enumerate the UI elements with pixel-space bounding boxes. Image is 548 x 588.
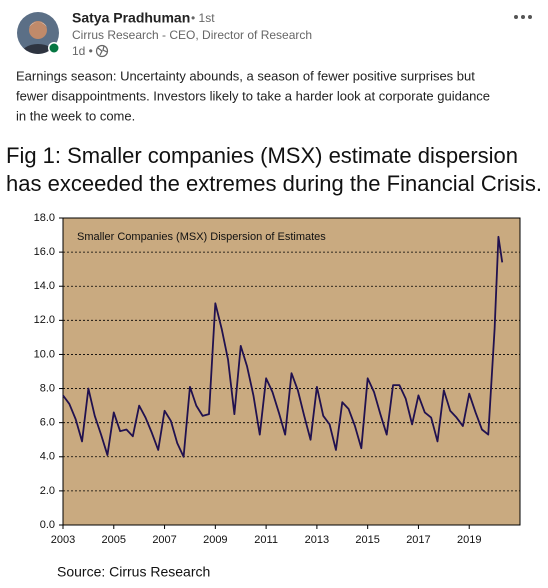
- x-tick-label: 2019: [457, 534, 481, 546]
- figure-caption: has exceeded the extremes during the Fin…: [6, 171, 542, 196]
- x-tick-label: 2015: [355, 534, 379, 546]
- source-note: Source: Cirrus Research: [57, 564, 210, 580]
- x-tick-label: 2005: [102, 534, 126, 546]
- plot-frame: [62, 217, 521, 526]
- post-text: fewer disappointments. Investors likely …: [16, 88, 490, 103]
- x-tick-label: 2011: [254, 534, 278, 546]
- y-tick-label: 0.0: [40, 519, 55, 531]
- plot-background: [63, 218, 520, 525]
- y-tick-label: 18.0: [34, 212, 55, 224]
- figure-caption: Fig 1: Smaller companies (MSX) estimate …: [6, 143, 518, 168]
- post-time: 1d •: [72, 44, 93, 58]
- y-tick-label: 14.0: [34, 280, 55, 292]
- chart: 0.0 2.0 4.0 6.0 8.0 10.0 12.0 14.0 16.0 18.0 2003 2…: [34, 212, 521, 546]
- y-tick-label: 10.0: [34, 348, 55, 360]
- headline: Cirrus Research - CEO, Director of Resea…: [72, 28, 312, 42]
- y-tick-label: 2.0: [40, 485, 55, 497]
- more-menu[interactable]: [514, 15, 532, 19]
- x-tick-label: 2017: [406, 534, 430, 546]
- author-name[interactable]: Satya Pradhuman: [72, 10, 190, 26]
- post-text: Earnings season: Uncertainty abounds, a …: [16, 68, 475, 83]
- x-tick-label: 2009: [203, 534, 227, 546]
- x-tick-label: 2013: [305, 534, 329, 546]
- y-tick-label: 4.0: [40, 451, 55, 463]
- y-tick-label: 12.0: [34, 314, 55, 326]
- x-tick-label: 2003: [51, 534, 75, 546]
- y-tick-label: 8.0: [40, 382, 55, 394]
- x-tick-label: 2007: [152, 534, 176, 546]
- post-text: in the week to come.: [16, 108, 135, 123]
- connection-degree: • 1st: [191, 11, 215, 25]
- y-tick-label: 6.0: [40, 417, 55, 429]
- data-line: [62, 235, 504, 458]
- globe-icon: [95, 44, 109, 58]
- y-tick-label: 16.0: [34, 246, 55, 258]
- avatar[interactable]: [17, 12, 60, 68]
- chart-title: Smaller Companies (MSX) Dispersion of Es…: [77, 231, 326, 243]
